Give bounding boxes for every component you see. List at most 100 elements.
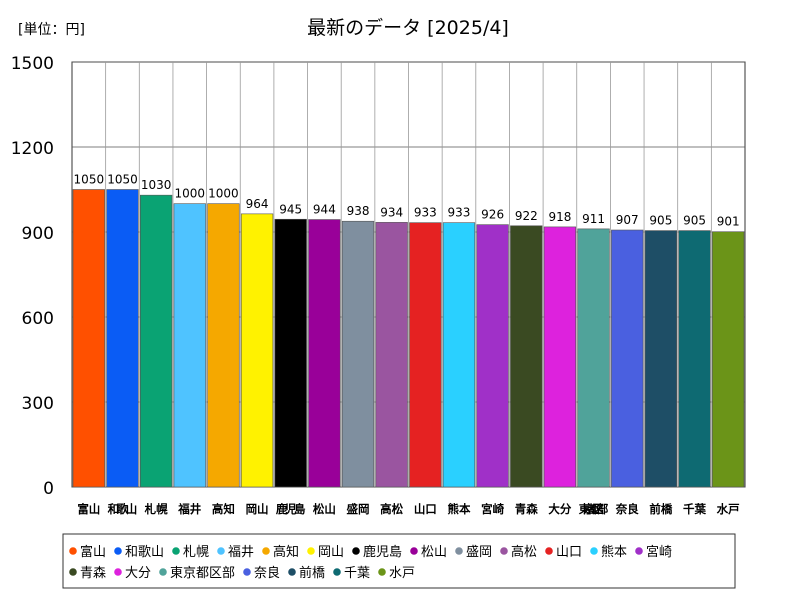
chart-title: 最新のデータ [2025/4] <box>307 17 509 39</box>
legend-item-高松: 高松 <box>500 544 537 560</box>
legend-item-福井: 福井 <box>217 545 254 560</box>
x-tick-label-奈良: 奈良 <box>615 502 639 516</box>
bar-岡山 <box>240 213 274 488</box>
legend-label: 富山 <box>80 544 106 560</box>
data-label-札幌: 1030 <box>141 178 172 192</box>
data-label-富山: 1050 <box>74 173 105 187</box>
bar-福井 <box>173 203 206 488</box>
bar-松山 <box>308 219 341 488</box>
legend-item-高知: 高知 <box>262 544 299 560</box>
x-tick-label-高松: 高松 <box>380 502 403 516</box>
legend-marker <box>545 547 553 555</box>
legend-item-宮崎: 宮崎 <box>635 544 672 560</box>
data-label-和歌山: 1050 <box>107 173 138 187</box>
legend-marker <box>172 547 180 555</box>
x-tick-label-松山: 松山 <box>313 502 336 516</box>
legend-marker <box>114 568 122 576</box>
y-axis: 0 300 600 900 1200 1500 <box>11 54 54 499</box>
bar-水戸 <box>712 231 745 488</box>
legend-label: 千葉 <box>344 566 370 581</box>
legend-label: 福井 <box>228 545 254 560</box>
legend-marker <box>114 547 122 555</box>
x-tick-label-岡山: 岡山 <box>246 502 269 516</box>
x-tick-label-和歌山: 和歌山 <box>108 502 138 516</box>
data-label-高知: 1000 <box>208 187 239 201</box>
bar-大分 <box>543 226 577 488</box>
legend-marker <box>243 568 251 576</box>
data-label-山口: 933 <box>414 206 437 220</box>
legend-label: 山口 <box>556 545 582 560</box>
bars-layer <box>72 189 745 488</box>
legend-marker <box>307 547 315 555</box>
bar-高知 <box>207 203 240 488</box>
legend-label: 大分 <box>125 566 151 581</box>
legend-label: 岡山 <box>318 545 344 560</box>
legend-item-松山: 松山 <box>410 545 447 560</box>
bar-富山 <box>72 189 105 488</box>
x-tick-label-熊本: 熊本 <box>447 502 470 516</box>
x-tick-label-福井: 福井 <box>177 502 201 516</box>
legend-item-札幌: 札幌 <box>172 544 209 560</box>
data-label-前橋: 905 <box>649 214 672 228</box>
bar-和歌山 <box>106 189 139 488</box>
legend-item-奈良: 奈良 <box>243 565 280 581</box>
legend-item-東京都区部: 東京都区部 <box>159 565 235 581</box>
x-tick-label-富山: 富山 <box>77 502 100 516</box>
legend-label: 青森 <box>80 566 106 581</box>
legend-item-富山: 富山 <box>69 544 106 560</box>
bar-青森 <box>510 225 543 488</box>
data-label-高松: 934 <box>380 205 403 219</box>
legend-label: 高松 <box>511 544 537 560</box>
legend-label: 宮崎 <box>646 544 672 560</box>
bar-熊本 <box>442 222 476 488</box>
x-tick-label-山口: 山口 <box>414 502 437 516</box>
legend-marker <box>590 547 598 555</box>
bar-奈良 <box>611 229 644 488</box>
legend-marker <box>69 568 77 576</box>
legend-item-前橋: 前橋 <box>288 565 325 581</box>
x-tick-label-高知: 高知 <box>212 502 235 516</box>
legend-label: 和歌山 <box>125 545 164 560</box>
legend-box <box>62 533 736 589</box>
x-tick-label-大分: 大分 <box>548 502 571 516</box>
y-tick-label: 1200 <box>11 139 54 159</box>
legend-marker <box>352 547 360 555</box>
data-label-福井: 1000 <box>175 187 206 201</box>
legend-label: 奈良 <box>254 565 280 581</box>
x-axis: 富山 和歌山 札幌 福井 高知 岡山 鹿児島 松山 盛岡 高松 山口 熊本 宮崎 青森 大分 東京都区部 奈良前… <box>77 502 739 516</box>
data-label-水戸: 901 <box>717 215 740 229</box>
legend-item-水戸: 水戸 <box>378 566 415 581</box>
legend-marker <box>69 547 77 555</box>
bar-宮崎 <box>476 224 509 488</box>
legend-label: 熊本 <box>601 544 627 560</box>
legend-marker <box>217 547 225 555</box>
bar-札幌 <box>140 194 173 488</box>
legend-item-和歌山: 和歌山 <box>114 545 164 560</box>
legend-marker <box>378 568 386 576</box>
legend-marker <box>455 547 463 555</box>
bar-盛岡 <box>341 220 375 488</box>
legend-label: 東京都区部 <box>170 565 235 581</box>
data-label-東京都区部: 911 <box>582 212 605 226</box>
x-tick-label-水戸: 水戸 <box>717 502 740 516</box>
data-label-鹿児島: 945 <box>279 202 302 216</box>
x-tick-label-前橋: 前橋 <box>649 502 672 516</box>
legend-marker <box>333 568 341 576</box>
legend-item-青森: 青森 <box>69 566 106 581</box>
legend-marker <box>410 547 418 555</box>
y-tick-label: 600 <box>22 309 54 329</box>
y-tick-label: 0 <box>43 479 54 499</box>
legend-item-岡山: 岡山 <box>307 545 344 560</box>
data-label-大分: 918 <box>548 210 571 224</box>
unit-label: [単位：円] <box>18 22 85 38</box>
bar-山口 <box>409 222 442 488</box>
legend-label: 鹿児島 <box>363 544 402 560</box>
legend-item-山口: 山口 <box>545 545 582 560</box>
legend-item-熊本: 熊本 <box>590 544 627 560</box>
data-label-千葉: 905 <box>683 214 706 228</box>
y-tick-label: 900 <box>22 224 54 244</box>
legend-marker <box>288 568 296 576</box>
